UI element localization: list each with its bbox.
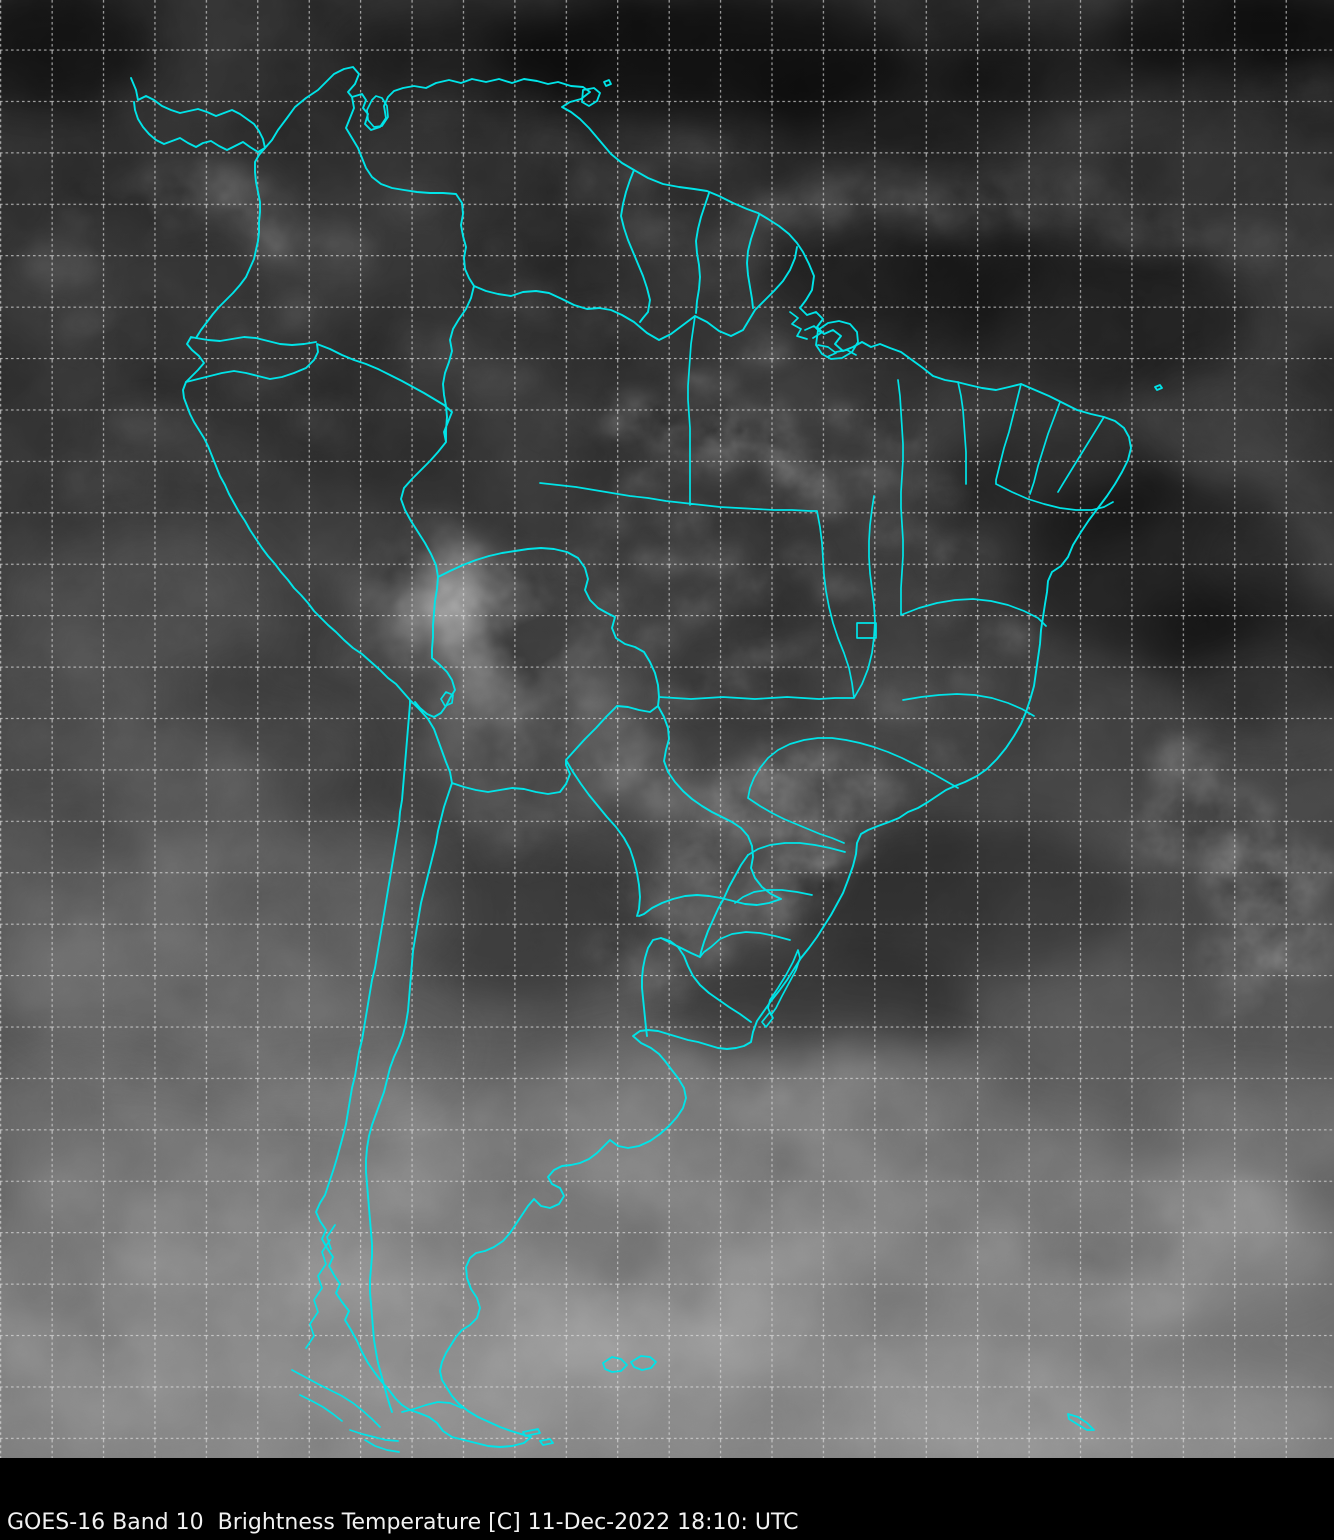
south-america-coastline <box>182 66 1132 1448</box>
latlon-grid <box>0 0 1334 1458</box>
panama-coastline <box>130 77 266 153</box>
country-borders <box>185 96 798 1413</box>
brazil-state-borders <box>539 315 1114 958</box>
map-borders <box>130 66 1163 1453</box>
caption-text: GOES-16 Band 10 Brightness Temperature [… <box>7 1510 799 1535</box>
caption-bar: GOES-16 Band 10 Brightness Temperature [… <box>0 1458 1334 1540</box>
water-features <box>291 95 857 1453</box>
island-outlines <box>522 79 1163 1446</box>
